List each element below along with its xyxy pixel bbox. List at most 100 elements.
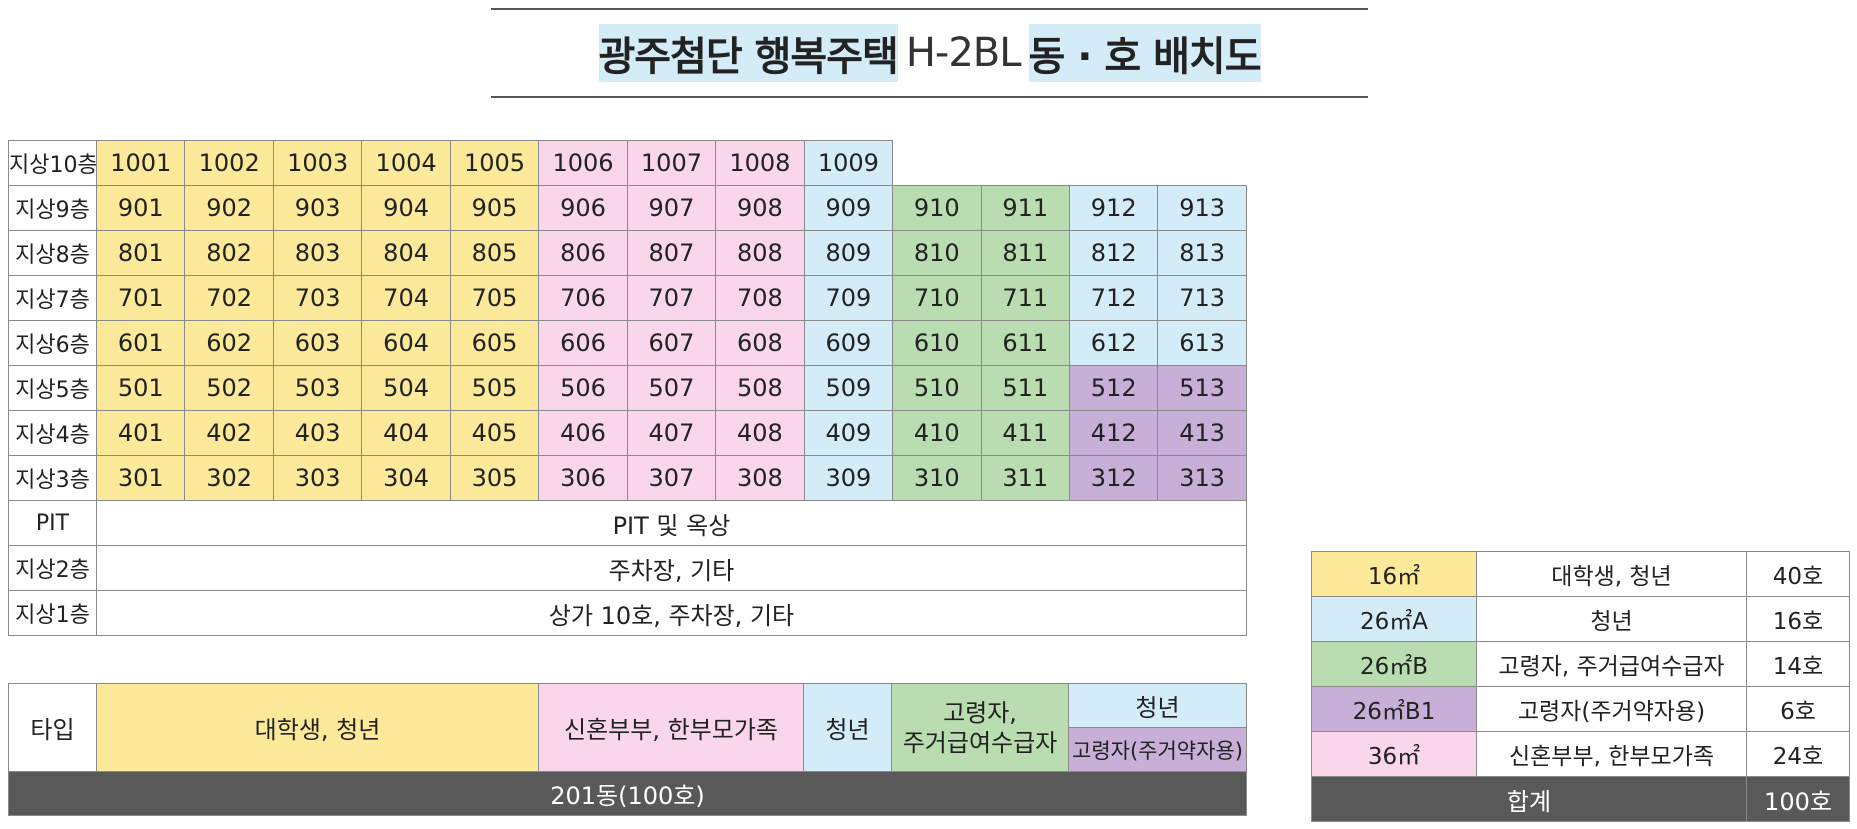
unit-cell: 701 — [95, 275, 186, 321]
unit-cell: 304 — [361, 455, 451, 501]
unit-cell: 508 — [715, 365, 805, 411]
empty-cell — [981, 141, 1069, 186]
unit-cell: 802 — [184, 230, 274, 276]
unit-cell: 705 — [449, 275, 540, 321]
unit-cell: 507 — [626, 365, 717, 411]
unit-cell: 313 — [1157, 455, 1247, 501]
unit-cell: 607 — [626, 320, 717, 366]
unit-cell: 405 — [449, 410, 540, 456]
empty-cell — [1069, 141, 1157, 186]
unit-cell: 1005 — [449, 140, 540, 186]
legend-count: 14호 — [1746, 641, 1850, 687]
title-bold-1: 광주첨단 행복주택 — [598, 24, 899, 82]
unit-cell: 1004 — [361, 140, 451, 186]
empty-cell — [1158, 141, 1246, 186]
unit-cell: 502 — [184, 365, 274, 411]
unit-cell: 1006 — [538, 140, 628, 186]
floor-label: 지상5층 — [8, 365, 97, 411]
unit-cell: 603 — [272, 320, 363, 366]
title-bold-2: 동 · 호 배치도 — [1028, 24, 1261, 82]
floor2-row-text: 주차장, 기타 — [96, 545, 1247, 591]
unit-cell: 402 — [184, 410, 274, 456]
unit-cell: 413 — [1157, 410, 1247, 456]
unit-cell: 703 — [272, 275, 363, 321]
unit-cell: 905 — [449, 185, 540, 231]
unit-cell: 910 — [892, 185, 982, 231]
unit-cell: 310 — [892, 455, 982, 501]
unit-cell: 411 — [980, 410, 1070, 456]
floor-label: 지상10층 — [8, 140, 97, 186]
unit-cell: 503 — [272, 365, 363, 411]
legend-type: 36㎡ — [1311, 731, 1477, 777]
legend-target: 대학생, 청년 — [1476, 551, 1747, 597]
unit-cell: 810 — [892, 230, 982, 276]
unit-cell: 601 — [95, 320, 186, 366]
floor-label: 지상7층 — [8, 275, 97, 321]
unit-cell: 604 — [361, 320, 451, 366]
unit-cell: 907 — [626, 185, 717, 231]
unit-cell: 509 — [803, 365, 894, 411]
unit-cell: 306 — [538, 455, 628, 501]
unit-cell: 611 — [980, 320, 1070, 366]
unit-cell: 307 — [626, 455, 717, 501]
unit-cell: 510 — [892, 365, 982, 411]
unit-cell: 1009 — [803, 140, 894, 186]
unit-cell: 813 — [1157, 230, 1247, 276]
unit-cell: 512 — [1068, 365, 1159, 411]
unit-cell: 808 — [715, 230, 805, 276]
legend-type: 26㎡B1 — [1311, 686, 1477, 732]
unit-layout-grid: 지상10층 1001 1002 1003 1004 1005 1006 1007 1008 100… — [8, 140, 1247, 636]
type-youth-2: 청년 — [1068, 683, 1247, 728]
page-title: 광주첨단 행복주택 H-2BL 동 · 호 배치도 — [491, 8, 1368, 98]
floor-label: 지상9층 — [8, 185, 97, 231]
unit-cell: 308 — [715, 455, 805, 501]
type-table: 타입 대학생, 청년 신혼부부, 한부모가족 청년 고령자, 주거급여수급자 청… — [8, 683, 1247, 816]
unit-cell: 904 — [361, 185, 451, 231]
legend-target: 신혼부부, 한부모가족 — [1476, 731, 1747, 777]
floor-label: 지상4층 — [8, 410, 97, 456]
unit-cell: 713 — [1157, 275, 1247, 321]
unit-cell: 707 — [626, 275, 717, 321]
unit-cell: 412 — [1068, 410, 1159, 456]
unit-cell: 712 — [1068, 275, 1159, 321]
unit-cell: 612 — [1068, 320, 1159, 366]
unit-cell: 404 — [361, 410, 451, 456]
building-label: 201동(100호) — [8, 771, 1247, 816]
unit-cell: 812 — [1068, 230, 1159, 276]
unit-cell: 909 — [803, 185, 894, 231]
floor1-row-text: 상가 10호, 주차장, 기타 — [96, 590, 1247, 636]
unit-cell: 511 — [980, 365, 1070, 411]
unit-cell: 305 — [449, 455, 540, 501]
unit-cell: 409 — [803, 410, 894, 456]
unit-cell: 504 — [361, 365, 451, 411]
unit-cell: 501 — [95, 365, 186, 411]
unit-cell: 606 — [538, 320, 628, 366]
legend-count: 6호 — [1746, 686, 1850, 732]
unit-cell: 401 — [95, 410, 186, 456]
unit-cell: 911 — [980, 185, 1070, 231]
unit-cell: 801 — [95, 230, 186, 276]
unit-cell: 902 — [184, 185, 274, 231]
unit-cell: 912 — [1068, 185, 1159, 231]
legend-table: 16㎡ 대학생, 청년 40호 26㎡A 청년 16호 26㎡B 고령자, 주거급여수급자 14… — [1311, 551, 1850, 822]
floor1-row-label: 지상1층 — [8, 590, 97, 636]
unit-cell: 506 — [538, 365, 628, 411]
unit-cell: 1002 — [184, 140, 274, 186]
type-youth: 청년 — [803, 683, 892, 772]
legend-target: 청년 — [1476, 596, 1747, 642]
legend-total-count: 100호 — [1746, 776, 1850, 822]
floor2-row-label: 지상2층 — [8, 545, 97, 591]
unit-cell: 602 — [184, 320, 274, 366]
type-elderly-line2: 주거급여수급자 — [902, 728, 1058, 757]
type-label: 타입 — [8, 683, 97, 772]
unit-cell: 605 — [449, 320, 540, 366]
unit-cell: 710 — [892, 275, 982, 321]
legend-count: 40호 — [1746, 551, 1850, 597]
empty-cell — [893, 141, 981, 186]
unit-cell: 312 — [1068, 455, 1159, 501]
unit-cell: 1007 — [626, 140, 717, 186]
pit-row-label: PIT — [8, 500, 97, 546]
floor-label: 지상6층 — [8, 320, 97, 366]
unit-cell: 906 — [538, 185, 628, 231]
unit-cell: 505 — [449, 365, 540, 411]
